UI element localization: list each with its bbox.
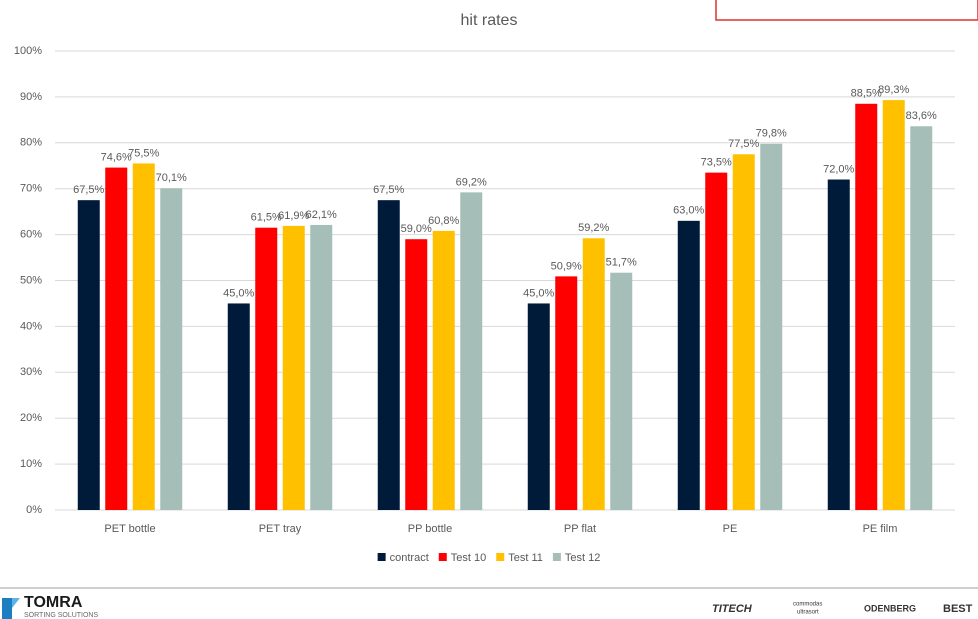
- data-label: 63,0%: [673, 205, 704, 217]
- bar: [460, 192, 483, 510]
- bar: [255, 227, 278, 510]
- bar: [405, 239, 428, 510]
- bar: [610, 272, 633, 510]
- legend-label: Test 11: [508, 552, 543, 564]
- frame-box: [715, 0, 978, 21]
- partner-logo: commodas: [793, 602, 822, 608]
- y-tick-label: 30%: [20, 366, 42, 378]
- bar: [160, 188, 183, 510]
- y-tick-label: 40%: [20, 320, 42, 332]
- x-tick-label: PE film: [863, 523, 898, 535]
- chart-title: hit rates: [461, 12, 518, 29]
- logo-subtext: SORTING SOLUTIONS: [24, 612, 98, 619]
- bar: [827, 179, 850, 510]
- y-tick-label: 70%: [20, 183, 42, 195]
- y-tick-label: 90%: [20, 91, 42, 103]
- y-tick-label: 20%: [20, 412, 42, 424]
- data-label: 59,0%: [401, 223, 432, 235]
- data-label: 89,3%: [878, 84, 909, 96]
- legend-label: Test 12: [565, 552, 600, 564]
- data-label: 60,8%: [428, 215, 459, 227]
- bar: [582, 238, 605, 510]
- partner-logo: TITECH: [712, 603, 753, 615]
- data-label: 69,2%: [456, 176, 487, 188]
- x-tick-label: PET tray: [259, 523, 302, 535]
- bar: [677, 220, 700, 510]
- bar: [227, 303, 250, 510]
- data-label: 77,5%: [728, 138, 759, 150]
- logo-mark: [2, 598, 12, 619]
- bar: [432, 230, 455, 511]
- partner-logo: ODENBERG: [864, 603, 916, 613]
- logo-mark-accent: [12, 598, 20, 608]
- bar: [310, 224, 333, 510]
- data-label: 79,8%: [756, 128, 787, 140]
- y-tick-label: 50%: [20, 274, 42, 286]
- data-label: 45,0%: [523, 287, 554, 299]
- y-tick-label: 0%: [26, 504, 42, 516]
- y-tick-label: 10%: [20, 458, 42, 470]
- data-label: 73,5%: [701, 157, 732, 169]
- legend-swatch: [438, 553, 447, 561]
- x-tick-label: PET bottle: [104, 523, 155, 535]
- y-tick-label: 100%: [14, 45, 42, 57]
- y-tick-label: 60%: [20, 229, 42, 241]
- bar: [77, 200, 100, 511]
- data-label: 50,9%: [551, 260, 582, 272]
- data-label: 61,9%: [278, 210, 309, 222]
- bar: [555, 276, 578, 510]
- data-label: 75,5%: [128, 147, 159, 159]
- data-label: 83,6%: [906, 110, 937, 122]
- logo-text: TOMRA: [24, 594, 83, 611]
- data-label: 62,1%: [306, 209, 337, 221]
- data-label: 51,7%: [606, 257, 637, 269]
- data-label: 59,2%: [578, 222, 609, 234]
- data-label: 72,0%: [823, 163, 854, 175]
- partner-logo: ultrasort: [797, 610, 819, 616]
- bar: [910, 126, 933, 510]
- bar: [377, 200, 400, 511]
- bar: [282, 225, 305, 510]
- bar: [732, 154, 755, 510]
- legend-swatch: [496, 553, 505, 561]
- partner-logo: BEST: [943, 603, 973, 615]
- x-tick-label: PP flat: [564, 523, 596, 535]
- bar: [855, 103, 878, 510]
- legend-label: Test 10: [451, 552, 486, 564]
- x-tick-label: PP bottle: [408, 523, 452, 535]
- bar: [705, 172, 728, 510]
- data-label: 67,5%: [373, 184, 404, 196]
- data-label: 70,1%: [156, 172, 187, 184]
- data-label: 61,5%: [251, 212, 282, 224]
- legend-label: contract: [390, 552, 429, 564]
- data-label: 45,0%: [223, 287, 254, 299]
- data-label: 88,5%: [851, 88, 882, 100]
- bar: [105, 167, 128, 510]
- x-tick-label: PE: [723, 523, 738, 535]
- legend-swatch: [377, 553, 386, 561]
- bar: [132, 163, 155, 510]
- legend-swatch: [552, 553, 561, 561]
- bar: [527, 303, 550, 510]
- bar: [760, 143, 783, 510]
- data-label: 67,5%: [73, 184, 104, 196]
- y-tick-label: 80%: [20, 137, 42, 149]
- bar: [882, 100, 905, 510]
- data-label: 74,6%: [101, 151, 132, 163]
